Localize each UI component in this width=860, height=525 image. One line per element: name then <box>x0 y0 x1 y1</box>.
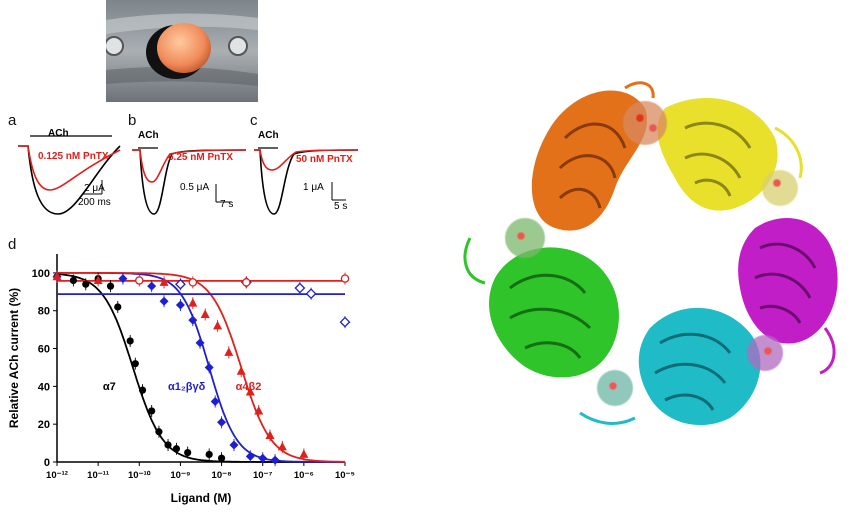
data-point <box>184 448 192 457</box>
scale-time-c: 5 s <box>334 201 348 212</box>
data-point <box>135 276 144 285</box>
y-tick-label: 40 <box>38 381 50 393</box>
x-tick-label: 10⁻⁹ <box>170 470 190 481</box>
conc-label-b: 6.25 nM PnTX <box>168 152 234 163</box>
fit-curve-1 <box>57 272 345 463</box>
series-label: α1₂βγδ <box>168 381 206 393</box>
subunit-orange <box>531 81 655 231</box>
y-tick-label: 80 <box>38 306 50 318</box>
data-point <box>188 278 198 287</box>
data-point <box>69 276 77 285</box>
y-axis-label: Relative ACh current (%) <box>7 288 21 428</box>
scale-current-a: 2 μA <box>84 183 105 194</box>
data-point <box>236 366 246 375</box>
x-tick-label: 10⁻⁷ <box>253 470 273 481</box>
data-point <box>155 428 163 436</box>
data-point <box>340 274 350 283</box>
y-tick-label: 100 <box>32 268 50 280</box>
data-point <box>159 296 169 306</box>
data-point <box>258 453 268 463</box>
data-point <box>188 298 198 307</box>
data-point <box>229 440 239 450</box>
conc-label-c: 50 nM PnTX <box>296 154 353 165</box>
data-point <box>277 441 287 451</box>
data-point <box>224 347 234 356</box>
data-point <box>175 300 185 310</box>
data-point <box>93 275 103 284</box>
data-point <box>159 277 169 286</box>
x-axis-label: Ligand (M) <box>171 491 232 505</box>
data-point <box>339 316 351 328</box>
data-point <box>175 278 186 290</box>
x-tick-label: 10⁻⁸ <box>212 470 232 481</box>
data-point <box>200 309 210 319</box>
stim-label-b: ACh <box>138 130 159 141</box>
subunit-yellow <box>657 98 803 211</box>
data-point <box>299 449 309 458</box>
panel-letter-c: c <box>250 112 258 129</box>
data-point <box>294 282 306 294</box>
trace-panel-c <box>250 128 360 220</box>
scale-time-a: 200 ms <box>78 197 111 208</box>
y-tick-label: 0 <box>44 457 50 469</box>
y-tick-label: 60 <box>38 344 50 356</box>
panel-letter-a: a <box>8 112 17 129</box>
x-tick-label: 10⁻¹⁰ <box>128 470 151 481</box>
trace-panel-b <box>128 128 248 220</box>
y-tick-label: 20 <box>38 419 50 431</box>
data-point <box>270 455 280 465</box>
series-label: α4β2 <box>236 381 262 393</box>
series-label: α7 <box>103 381 116 393</box>
data-point <box>210 396 220 406</box>
subunit-green <box>463 237 619 378</box>
data-point <box>147 281 157 291</box>
data-point <box>82 280 90 288</box>
panel-letter-b: b <box>128 112 137 129</box>
data-point <box>305 288 317 300</box>
panel-letter-d: d <box>8 236 17 253</box>
data-point <box>213 320 223 330</box>
receptor-structure-illustration <box>455 68 855 468</box>
fit-curve-2 <box>57 272 345 463</box>
scale-current-c: 1 μA <box>303 182 324 193</box>
data-point <box>106 282 115 290</box>
data-point <box>195 338 205 348</box>
data-point <box>114 303 122 311</box>
data-point <box>265 430 275 440</box>
stim-label-c: ACh <box>258 130 279 141</box>
subunit-magenta <box>738 218 838 375</box>
scale-current-b: 0.5 μA <box>180 182 210 193</box>
fit-curve-0 <box>56 273 345 463</box>
x-tick-label: 10⁻⁵ <box>335 470 355 481</box>
scale-time-b: 7 s <box>220 199 234 210</box>
data-point <box>131 360 139 368</box>
data-point <box>217 417 227 427</box>
subunit-cyan <box>579 307 761 426</box>
data-point <box>242 278 251 287</box>
x-tick-label: 10⁻⁶ <box>294 470 314 481</box>
data-point <box>245 451 255 461</box>
data-point <box>138 386 147 394</box>
ligand-sites <box>505 101 798 406</box>
data-point <box>52 271 62 281</box>
data-point <box>217 454 226 462</box>
data-point <box>126 337 134 345</box>
data-point <box>188 315 198 325</box>
data-point <box>148 407 156 415</box>
data-point <box>172 445 181 453</box>
x-tick-label: 10⁻¹² <box>46 470 68 481</box>
data-point <box>254 405 264 415</box>
trace-panel-a <box>10 128 125 220</box>
data-point <box>164 441 172 449</box>
oocyte-photo <box>104 0 258 102</box>
data-point <box>205 450 213 459</box>
data-point <box>204 362 214 372</box>
data-point <box>245 387 255 396</box>
conc-label-a: 0.125 nM PnTX <box>38 151 109 162</box>
dose-response-chart: 0 20 40 60 80 100 10⁻¹² 10⁻¹¹ 10⁻¹⁰ 10⁻⁹ 10⁻⁸ 10⁻⁷ 1… <box>0 240 360 520</box>
stim-label-a: ACh <box>48 128 69 139</box>
data-point <box>118 274 128 284</box>
x-tick-label: 10⁻¹¹ <box>87 470 109 481</box>
